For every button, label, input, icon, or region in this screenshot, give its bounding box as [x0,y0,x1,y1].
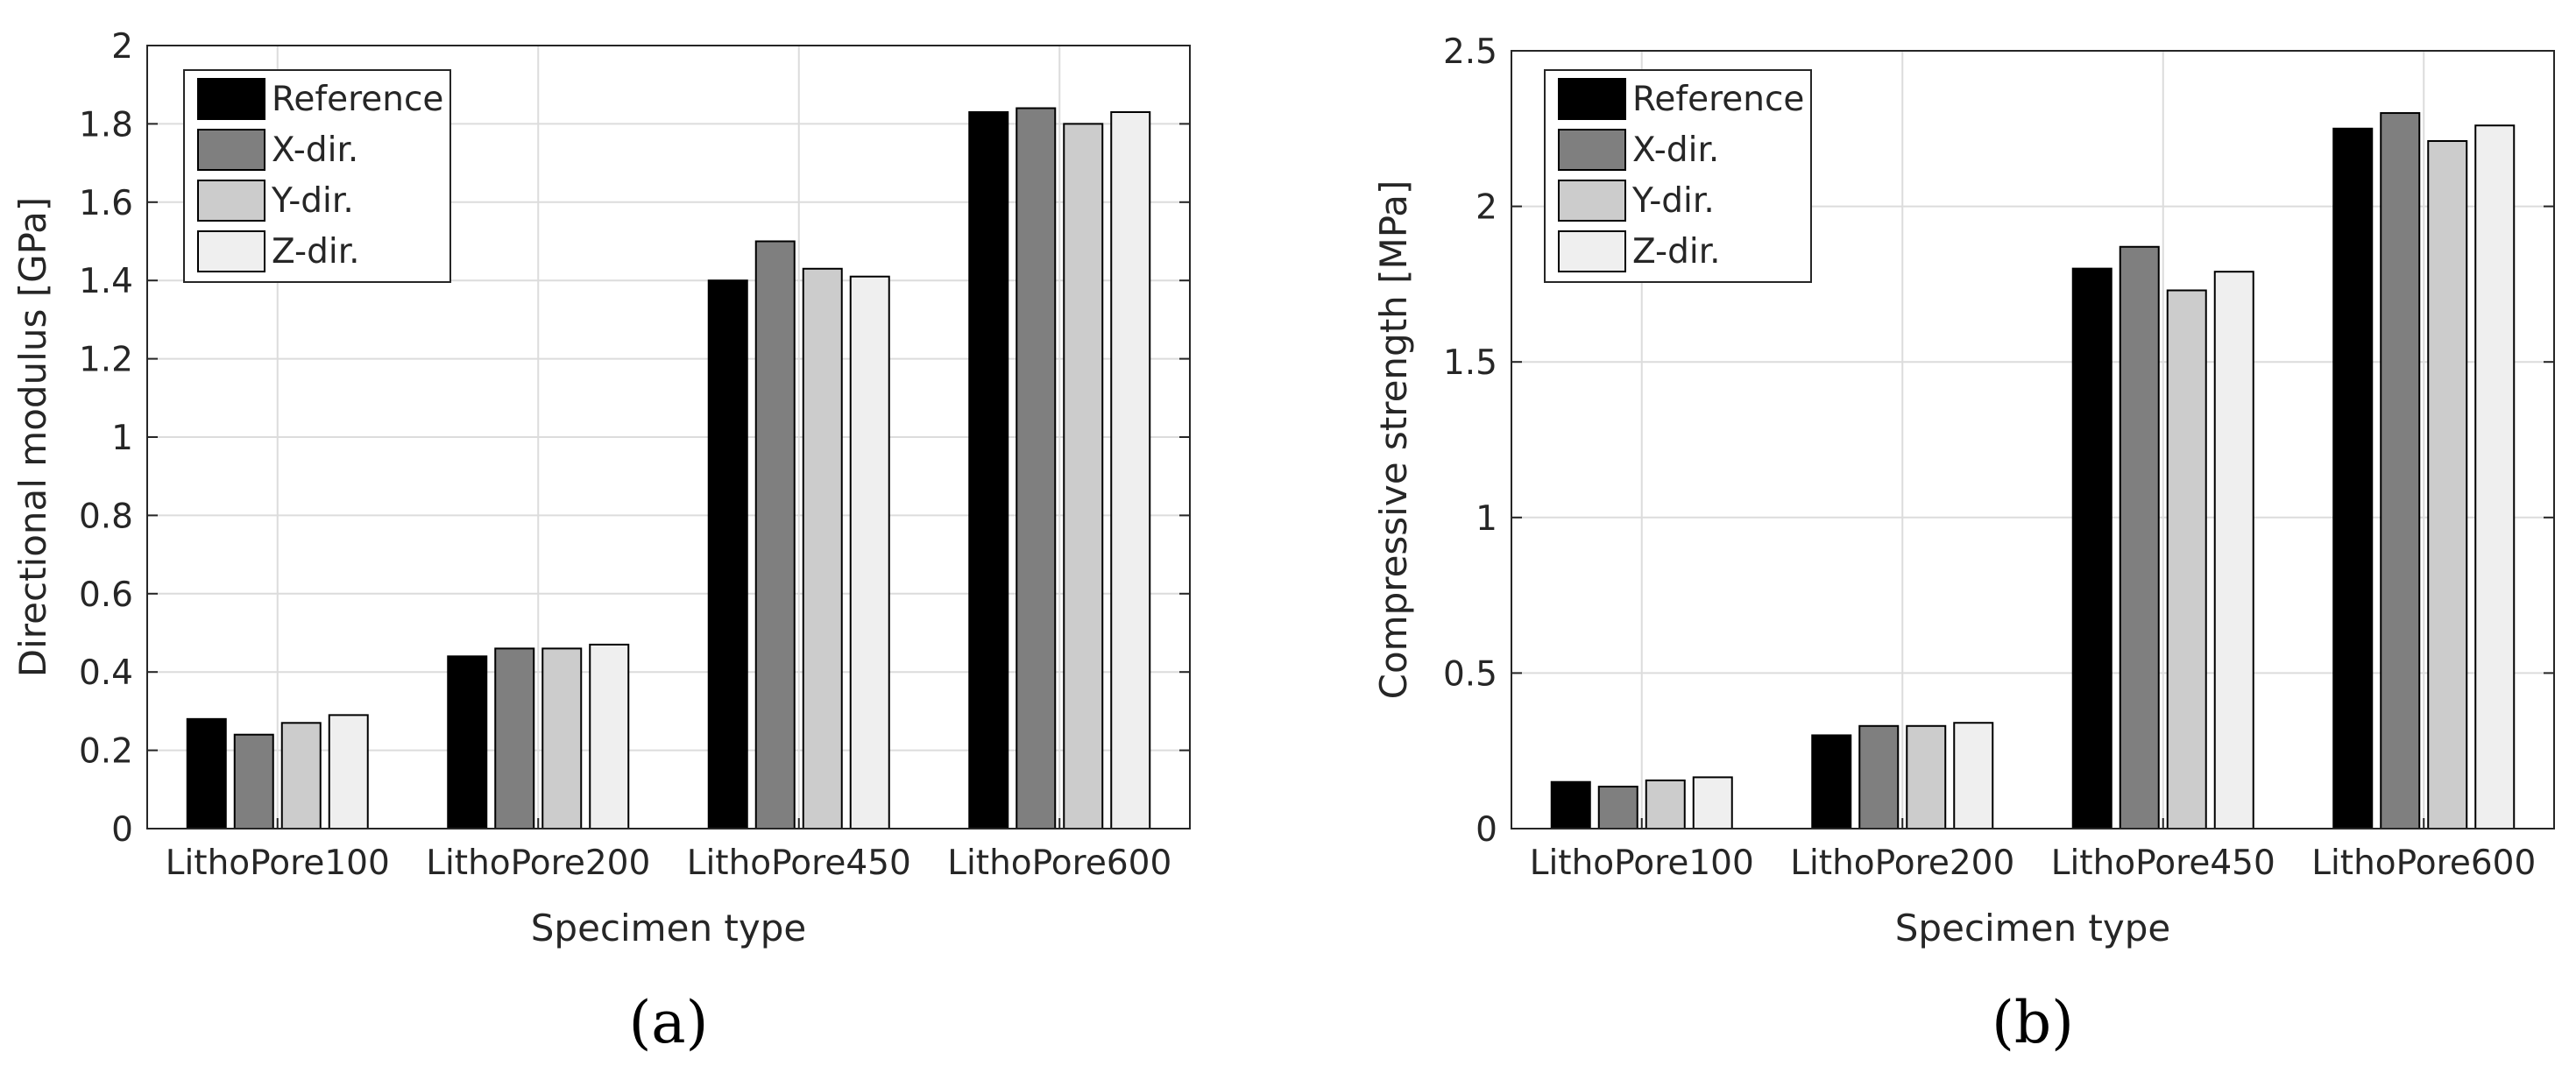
legend: Reference X-dir. Y-dir. Z-dir. [183,69,451,283]
x-axis-label: Specimen type [531,907,806,949]
bar-reference-lithopore100: Reference LithoPore100: 0.28 [186,717,227,830]
x-axis-label: Specimen type [1895,907,2170,949]
bar-y-dir-lithopore100: Y-dir. LithoPore100: 0.155 [1645,779,1686,829]
bar-reference-lithopore450: Reference LithoPore450: 1.4 [707,279,748,829]
bar-reference-lithopore200: Reference LithoPore200: 0.3 [1811,734,1852,829]
x-tick-label: LithoPore600 [947,844,1171,883]
bar-y-dir-lithopore450: Y-dir. LithoPore450: 1.43 [802,267,843,830]
y-tick-label: 1.8 [79,105,133,145]
bar-x-dir-lithopore200: X-dir. LithoPore200: 0.46 [494,647,535,829]
bar-z-dir-lithopore200: Z-dir. LithoPore200: 0.47 [589,643,630,829]
x-tick-label: LithoPore200 [426,844,650,883]
bar-z-dir-lithopore600: Z-dir. LithoPore600: 2.26 [2474,124,2516,830]
bar-x-dir-lithopore450: X-dir. LithoPore450: 1.5 [754,240,796,829]
x-tick-label: LithoPore450 [2051,844,2275,883]
legend-label: Reference [1632,80,1804,119]
bar-y-dir-lithopore100: Y-dir. LithoPore100: 0.27 [280,722,322,829]
bar-reference-lithopore600: Reference LithoPore600: 2.25 [2332,127,2374,830]
legend-swatch [197,129,265,171]
y-axis-label: Compressive strength [MPa] [1372,180,1415,700]
bar-z-dir-lithopore200: Z-dir. LithoPore200: 0.34 [1953,722,1994,829]
bar-x-dir-lithopore200: X-dir. LithoPore200: 0.33 [1858,724,1900,829]
bar-x-dir-lithopore100: X-dir. LithoPore100: 0.24 [233,733,274,829]
legend-label: Y-dir. [271,181,354,221]
legend-label: Y-dir. [1631,181,1715,221]
bar-y-dir-lithopore600: Y-dir. LithoPore600: 1.8 [1063,123,1104,829]
legend: Reference X-dir. Y-dir. Z-dir. [1544,69,1812,283]
x-tick-label: LithoPore100 [1530,844,1754,883]
y-tick-label: 0.6 [79,575,133,615]
legend-label: Z-dir. [1632,232,1721,272]
legend-label: X-dir. [1632,131,1719,170]
y-tick-label: 2 [111,27,133,67]
y-tick-label: 1 [111,419,133,458]
y-axis-label: Directional modulus [GPa] [11,197,54,677]
y-tick-label: 1.6 [79,184,133,223]
y-tick-label: 2 [1476,188,1497,228]
chart-directional-modulus: Reference LithoPore100: 0.28 Reference Li… [11,27,1191,1056]
bar-z-dir-lithopore450: Z-dir. LithoPore450: 1.79 [2213,271,2254,829]
x-tick-label: LithoPore450 [687,844,911,883]
bar-z-dir-lithopore100: Z-dir. LithoPore100: 0.165 [1692,776,1733,830]
legend-swatch [197,180,265,222]
legend-label: Z-dir. [272,232,360,272]
legend-label: X-dir. [272,131,358,170]
bar-y-dir-lithopore200: Y-dir. LithoPore200: 0.46 [541,647,583,829]
y-tick-label: 0.2 [79,732,133,772]
bar-reference-lithopore450: Reference LithoPore450: 1.8 [2071,267,2112,829]
y-tick-label: 1.4 [79,262,133,301]
y-tick-label: 1 [1476,499,1497,539]
bar-x-dir-lithopore100: X-dir. LithoPore100: 0.135 [1597,786,1638,829]
y-tick-label: 0.5 [1443,654,1497,694]
legend-swatch [1558,230,1626,272]
y-tick-label: 0.4 [79,653,133,693]
legend-swatch [1558,180,1626,222]
y-tick-label: 2.5 [1443,32,1497,72]
y-tick-label: 1.2 [79,341,133,380]
x-tick-label: LithoPore200 [1790,844,2014,883]
axes-box [1511,50,2555,829]
bar-x-dir-lithopore450: X-dir. LithoPore450: 1.87 [2119,245,2160,829]
bar-z-dir-lithopore100: Z-dir. LithoPore100: 0.29 [328,714,369,829]
y-tick-label: 1.5 [1443,343,1497,383]
bar-reference-lithopore100: Reference LithoPore100: 0.15 [1550,780,1591,829]
bar-z-dir-lithopore600: Z-dir. LithoPore600: 1.83 [1110,110,1151,830]
bar-y-dir-lithopore200: Y-dir. LithoPore200: 0.33 [1906,724,1947,829]
chart-compressive-strength: Reference LithoPore100: 0.15 Reference Li… [1372,32,2555,1056]
bar-x-dir-lithopore600: X-dir. LithoPore600: 2.3 [2380,112,2421,830]
x-tick-label: LithoPore100 [166,844,390,883]
x-tick-label: LithoPore600 [2311,844,2536,883]
bar-x-dir-lithopore600: X-dir. LithoPore600: 1.84 [1016,107,1057,829]
bar-z-dir-lithopore450: Z-dir. LithoPore450: 1.41 [849,275,890,830]
legend-swatch [1558,78,1626,120]
legend-swatch [197,78,265,120]
bar-reference-lithopore200: Reference LithoPore200: 0.44 [447,655,488,829]
y-tick-label: 0 [111,810,133,850]
panel-label: (a) [629,989,709,1056]
bar-reference-lithopore600: Reference LithoPore600: 1.83 [968,110,1009,830]
y-tick-label: 0 [1476,810,1497,850]
bar-y-dir-lithopore600: Y-dir. LithoPore600: 2.21 [2427,140,2468,829]
legend-label: Reference [272,80,443,119]
y-tick-label: 0.8 [79,497,133,536]
panel-label: (b) [1992,989,2074,1056]
legend-swatch [1558,129,1626,171]
legend-swatch [197,230,265,272]
bar-y-dir-lithopore450: Y-dir. LithoPore450: 1.73 [2166,289,2207,829]
